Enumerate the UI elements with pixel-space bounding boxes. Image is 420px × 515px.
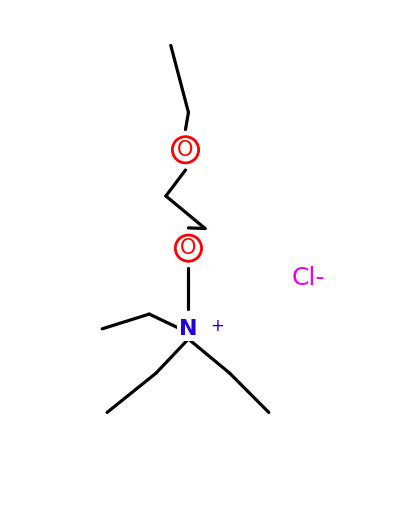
Text: Cl-: Cl- bbox=[292, 266, 326, 290]
Text: O: O bbox=[177, 140, 194, 160]
Text: O: O bbox=[180, 238, 197, 258]
Text: +: + bbox=[210, 317, 224, 335]
Text: N: N bbox=[179, 319, 198, 339]
